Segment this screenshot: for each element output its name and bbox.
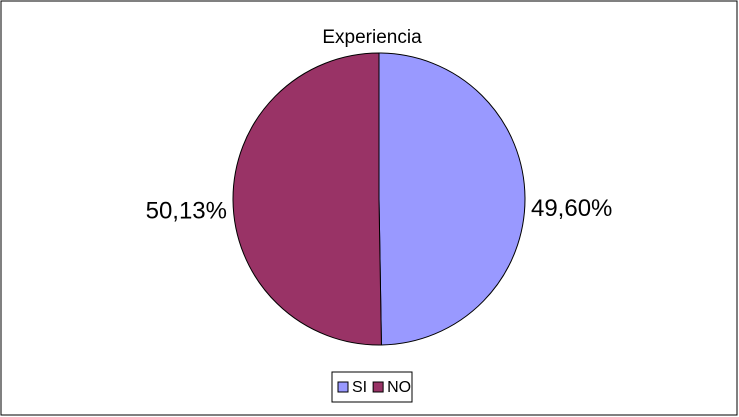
chart-title: Experiencia: [322, 27, 422, 48]
legend-swatch: [372, 381, 384, 393]
legend-label: SI: [352, 379, 367, 396]
legend-swatch: [337, 381, 349, 393]
pie-slice: [378, 52, 526, 346]
data-label: 49,60%: [531, 195, 612, 222]
pie-slice: [232, 52, 382, 346]
legend-label: NO: [387, 379, 411, 396]
data-label: 50,13%: [146, 198, 227, 225]
